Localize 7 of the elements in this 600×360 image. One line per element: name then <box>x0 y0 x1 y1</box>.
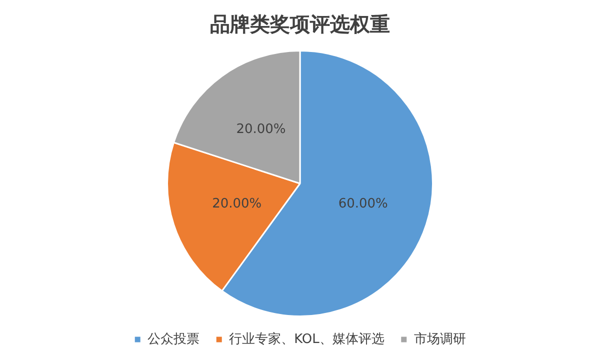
legend-label: 行业专家、KOL、媒体评选 <box>229 330 384 347</box>
data-label: 20.00% <box>236 122 286 138</box>
chart-title: 品牌类奖项评选权重 <box>210 12 390 36</box>
legend-label: 市场调研 <box>414 332 466 347</box>
legend-label: 公众投票 <box>148 332 200 347</box>
data-label: 20.00% <box>212 196 262 212</box>
data-label: 60.00% <box>338 196 388 212</box>
